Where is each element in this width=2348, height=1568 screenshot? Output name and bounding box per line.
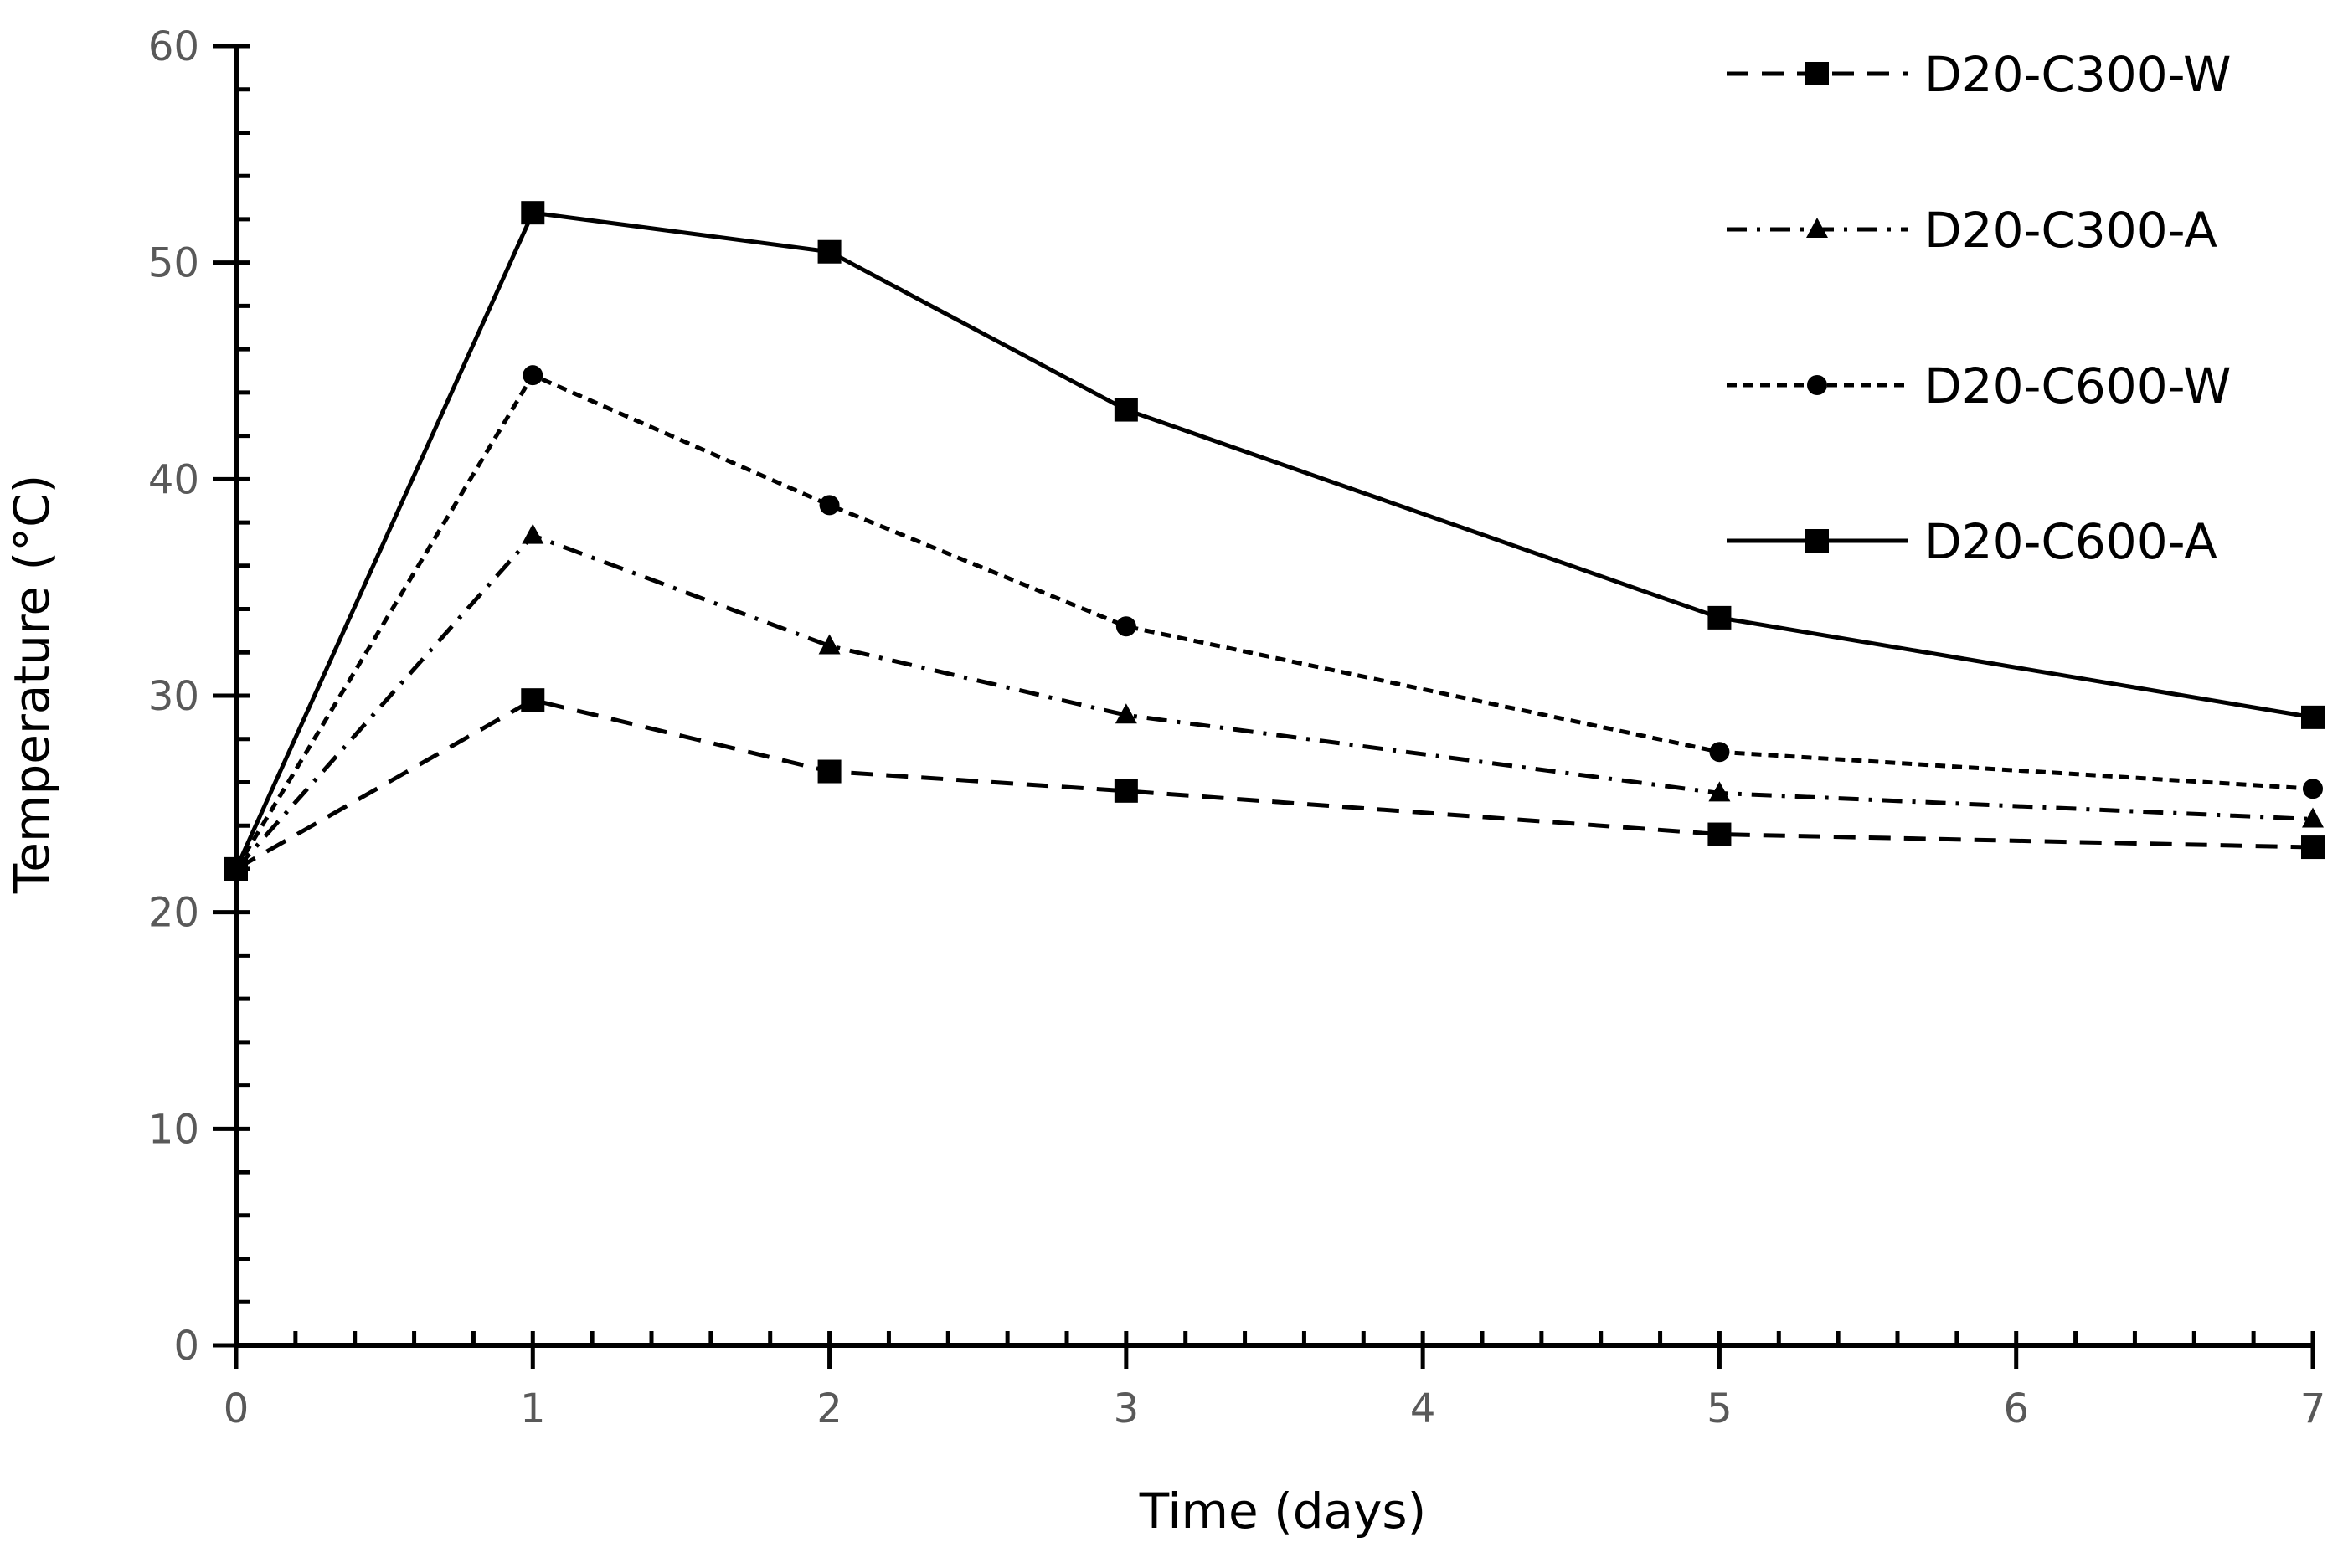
y-tick-label: 60 bbox=[148, 23, 199, 70]
y-tick-label: 40 bbox=[148, 456, 199, 503]
data-point-d20-c600-w bbox=[819, 495, 840, 516]
x-tick-labels: 0 1 2 3 4 5 6 7 bbox=[224, 1385, 2326, 1432]
x-tick-label: 3 bbox=[1114, 1385, 1140, 1432]
legend-marker-d20-c300-w bbox=[1805, 62, 1829, 85]
x-tick-label: 7 bbox=[2300, 1385, 2326, 1432]
data-point-d20-c300-w bbox=[1707, 822, 1732, 846]
legend-label-d20-c600-a: D20-C600-A bbox=[1924, 513, 2217, 570]
legend-item-d20-c600-w: D20-C600-W bbox=[1727, 357, 2232, 414]
series-d20-c600-a bbox=[224, 201, 2325, 881]
data-point-d20-c300-a bbox=[1708, 781, 1731, 802]
major-ticks bbox=[213, 44, 2315, 1369]
legend-item-d20-c300-a: D20-C300-A bbox=[1727, 202, 2217, 259]
data-point-d20-c600-w bbox=[523, 365, 543, 386]
x-tick-label: 5 bbox=[1707, 1385, 1733, 1432]
series-line-d20-c600-a bbox=[234, 210, 2314, 870]
y-tick-labels: 0 10 20 30 40 50 60 bbox=[148, 23, 199, 1370]
x-tick-label: 1 bbox=[520, 1385, 546, 1432]
legend: D20-C300-W D20-C300-A D20-C600-W D20-C600-A bbox=[1727, 46, 2232, 570]
legend-marker-d20-c600-w bbox=[1807, 375, 1827, 395]
data-point-d20-c600-a bbox=[2301, 705, 2325, 729]
data-point-d20-c600-a bbox=[1114, 398, 1138, 422]
y-axis-title: Temperature (°C) bbox=[3, 475, 60, 895]
legend-item-d20-c600-a: D20-C600-A bbox=[1727, 513, 2217, 570]
data-point-d20-c300-w bbox=[2301, 835, 2325, 860]
data-point-d20-c300-a bbox=[2302, 807, 2324, 828]
data-point-d20-c600-a bbox=[224, 856, 248, 881]
data-point-d20-c600-a bbox=[1707, 605, 1732, 630]
y-tick-label: 0 bbox=[173, 1323, 199, 1370]
legend-label-d20-c300-w: D20-C300-W bbox=[1924, 46, 2232, 103]
data-point-d20-c600-w bbox=[1115, 616, 1136, 637]
x-tick-label: 0 bbox=[224, 1385, 250, 1432]
legend-label-d20-c300-a: D20-C300-A bbox=[1924, 202, 2217, 259]
data-point-d20-c300-a bbox=[522, 523, 544, 544]
data-point-d20-c600-a bbox=[817, 239, 842, 264]
data-point-d20-c300-w bbox=[1114, 779, 1138, 803]
data-point-d20-c300-a bbox=[1115, 703, 1137, 724]
legend-marker-d20-c600-a bbox=[1805, 529, 1829, 553]
legend-label-d20-c600-w: D20-C600-W bbox=[1924, 357, 2232, 414]
x-tick-label: 2 bbox=[816, 1385, 842, 1432]
x-tick-label: 6 bbox=[2003, 1385, 2029, 1432]
data-point-d20-c600-w bbox=[2303, 779, 2323, 799]
data-point-d20-c300-a bbox=[818, 634, 841, 655]
series-line-d20-c300-w bbox=[234, 697, 2314, 871]
data-point-d20-c300-w bbox=[817, 759, 842, 784]
series-line-d20-c600-w bbox=[234, 373, 2314, 871]
y-tick-label: 30 bbox=[148, 673, 199, 720]
y-tick-label: 10 bbox=[148, 1106, 199, 1153]
series-d20-c300-w bbox=[224, 688, 2325, 881]
legend-marker-d20-c300-a bbox=[1806, 218, 1828, 238]
x-tick-label: 4 bbox=[1410, 1385, 1436, 1432]
legend-item-d20-c300-w: D20-C300-W bbox=[1727, 46, 2232, 103]
data-point-d20-c300-w bbox=[521, 688, 545, 712]
series-layer bbox=[224, 201, 2325, 881]
y-tick-label: 50 bbox=[148, 240, 199, 287]
y-tick-label: 20 bbox=[148, 890, 199, 937]
data-point-d20-c600-w bbox=[1709, 742, 1730, 763]
data-point-d20-c600-a bbox=[521, 201, 545, 225]
x-axis-title: Time (days) bbox=[1139, 1483, 1427, 1540]
series-line-d20-c300-a bbox=[234, 533, 2314, 871]
